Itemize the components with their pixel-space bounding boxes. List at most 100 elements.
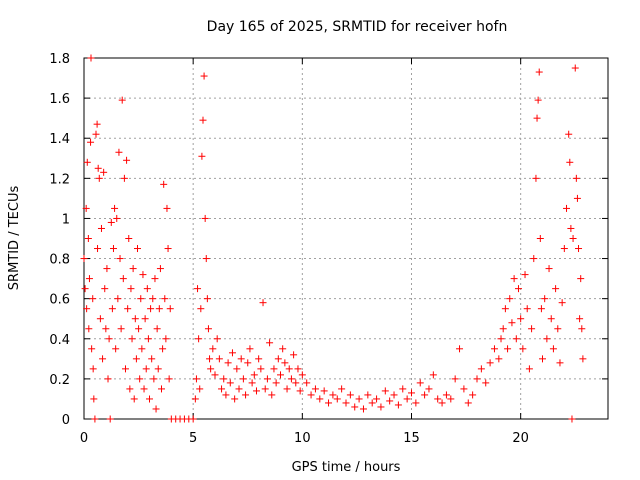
data-point [438, 399, 446, 407]
data-point [482, 379, 490, 387]
data-point [473, 375, 481, 383]
data-point [118, 96, 126, 104]
data-point [124, 305, 132, 313]
data-point [92, 130, 100, 138]
data-point [571, 64, 579, 72]
data-point [283, 385, 291, 393]
data-point [242, 391, 250, 399]
x-tick-label: 5 [189, 431, 197, 446]
data-point [94, 245, 102, 253]
data-point [164, 245, 172, 253]
data-point [138, 345, 146, 353]
data-point [204, 325, 212, 333]
data-point [108, 305, 116, 313]
data-point [346, 391, 354, 399]
data-point [218, 385, 226, 393]
data-point [99, 355, 107, 363]
data-point [573, 194, 581, 202]
data-point [486, 359, 494, 367]
data-point [565, 130, 573, 138]
data-point [101, 285, 109, 293]
data-point [416, 379, 424, 387]
data-point [263, 375, 271, 383]
data-point [91, 415, 99, 423]
data-point [307, 391, 315, 399]
data-point [246, 345, 254, 353]
data-point [87, 138, 95, 146]
data-point [160, 180, 168, 188]
data-point [132, 355, 140, 363]
y-tick-label: 1.4 [49, 132, 70, 147]
data-point [142, 365, 150, 373]
data-point [158, 385, 166, 393]
data-point [211, 371, 219, 379]
data-points [80, 54, 587, 423]
data-point [429, 371, 437, 379]
data-point [497, 335, 505, 343]
data-point [257, 365, 265, 373]
data-point [105, 335, 113, 343]
data-point [146, 395, 153, 403]
data-point [85, 325, 93, 333]
data-point [408, 389, 415, 397]
data-point [156, 265, 164, 273]
data-point [220, 375, 228, 383]
data-point [89, 365, 97, 373]
data-point [202, 255, 210, 263]
data-point [199, 116, 207, 124]
data-point [499, 325, 507, 333]
data-point [100, 168, 108, 176]
data-point [159, 345, 167, 353]
data-point [194, 285, 202, 293]
data-point [274, 355, 282, 363]
y-tick-label: 1 [62, 212, 70, 227]
data-point [539, 355, 546, 363]
data-point [512, 335, 520, 343]
data-point [196, 385, 204, 393]
data-point [103, 265, 111, 273]
data-point [80, 255, 88, 263]
data-point [477, 365, 485, 373]
data-point [394, 401, 402, 409]
data-point [403, 395, 411, 403]
data-point [568, 415, 576, 423]
data-point [96, 315, 104, 323]
data-point [191, 395, 199, 403]
data-point [364, 391, 372, 399]
data-point [329, 391, 337, 399]
data-point [490, 345, 498, 353]
data-point [222, 391, 230, 399]
data-point [84, 235, 92, 242]
data-point [567, 224, 575, 232]
data-point [266, 339, 274, 347]
data-point [112, 345, 120, 353]
data-point [255, 355, 263, 363]
data-point [231, 395, 239, 403]
data-point [226, 379, 234, 387]
data-point [469, 391, 477, 399]
data-point [237, 355, 245, 363]
data-point [535, 68, 543, 76]
data-point [127, 285, 135, 293]
data-point [95, 174, 103, 182]
data-point [82, 204, 90, 212]
data-point [545, 265, 553, 273]
data-point [451, 375, 459, 383]
data-point [152, 405, 160, 413]
data-point [83, 158, 91, 166]
data-point [558, 299, 566, 307]
data-point [270, 365, 278, 373]
data-point [390, 391, 398, 399]
data-point [342, 399, 350, 407]
data-point [189, 415, 197, 423]
data-point [281, 359, 289, 367]
data-point [250, 371, 258, 379]
data-point [272, 379, 280, 387]
data-point [373, 395, 381, 403]
data-point [460, 385, 468, 393]
data-point [130, 395, 138, 403]
data-point [111, 204, 119, 212]
data-point [207, 365, 215, 373]
data-point [320, 387, 328, 395]
